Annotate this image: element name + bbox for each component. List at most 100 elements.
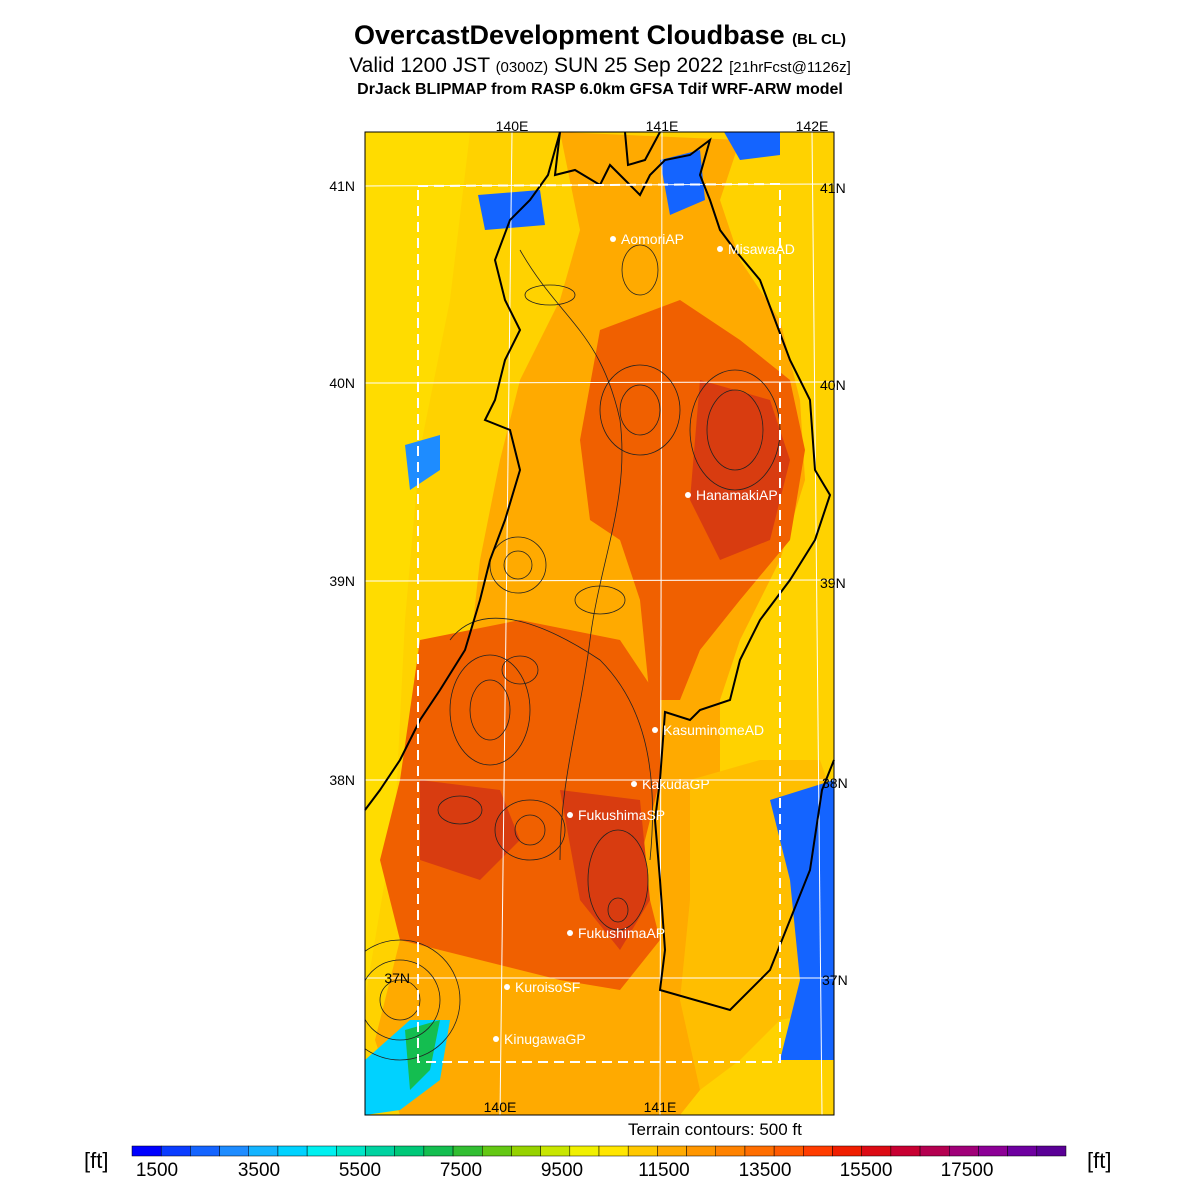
lat-label-right-37n: 37N [822, 972, 848, 988]
colorbar-label-11500: 11500 [638, 1160, 690, 1181]
lon-label-bottom-140e: 140E [484, 1099, 517, 1115]
lat-label-left-40n: 40N [329, 375, 355, 391]
colorbar-swatch [365, 1145, 395, 1157]
terrain-contour-note: Terrain contours: 500 ft [628, 1120, 802, 1139]
coastline-east [553, 131, 835, 1012]
colorbar-swatch [482, 1145, 512, 1157]
lon-label-bottom-141e: 141E [644, 1099, 677, 1115]
field-veryhigh-north [690, 380, 790, 560]
valid-date: SUN 25 Sep 2022 [553, 54, 724, 77]
colorbar-swatch [861, 1145, 892, 1157]
lat-label-left-39n: 39N [329, 573, 355, 589]
unit-label-right: [ft] [1087, 1148, 1112, 1173]
lat-label-left-38n: 38N [329, 772, 355, 788]
colorbar-label-5500: 5500 [338, 1160, 382, 1181]
title-text: OvercastDevelopment Cloudbase [353, 20, 785, 50]
colorbar-swatch [190, 1145, 220, 1157]
colorbar-swatch [832, 1145, 862, 1157]
lat-labels: 41N 40N 39N 38N 37N 41N 40N 39N 38N 37N [329, 178, 847, 988]
meridian-142e [811, 131, 823, 1116]
colorbar-swatch [569, 1145, 600, 1157]
lat-label-right-41n: 41N [820, 180, 846, 196]
parallel-39n [364, 579, 835, 582]
valid-zulu: (0300Z) [495, 59, 549, 76]
colorbar-swatch [773, 1145, 804, 1157]
map-title: OvercastDevelopment Cloudbase (BL CL) [0, 20, 1200, 51]
parallel-40n [364, 381, 835, 384]
meridian-141e [659, 131, 663, 1116]
colorbar-swatch [657, 1145, 687, 1157]
colorbar-label-17500: 17500 [940, 1160, 994, 1181]
colorbar-swatch [1036, 1145, 1067, 1157]
coastline-west [364, 131, 561, 811]
colorbar-swatch [715, 1145, 746, 1157]
field-low-ne [724, 132, 780, 160]
colorbar-swatch [949, 1145, 979, 1157]
station-fukushimasp: FukushimaSP [578, 807, 665, 823]
colorbar-label-1500: 1500 [135, 1160, 179, 1181]
unit-label-left: [ft] [84, 1148, 109, 1173]
colorbar-swatch [919, 1145, 950, 1157]
colorbar-swatch [394, 1145, 425, 1157]
colorbar-swatch [452, 1145, 483, 1157]
station-kakudagp: KakudaGP [642, 776, 710, 792]
station-kinugawagp: KinugawaGP [504, 1031, 586, 1047]
colorbar-swatch [160, 1145, 191, 1157]
field-west-ocean [365, 132, 470, 1000]
colorbar-swatch [744, 1145, 775, 1157]
station-hanamakiap: HanamakiAP [696, 487, 778, 503]
terrain-contours [365, 244, 781, 1061]
colorbar-swatch [219, 1145, 249, 1157]
field-layer [365, 132, 834, 1115]
valid-time-line: Valid 1200 JST (0300Z) SUN 25 Sep 2022 [… [0, 54, 1200, 78]
colorbar-label-15500: 15500 [839, 1160, 893, 1181]
station-kuroisosf: KuroisoSF [515, 979, 580, 995]
station-kasuminomead: KasuminomeAD [663, 722, 764, 738]
colorbar-label-7500: 7500 [439, 1160, 483, 1181]
colorbar-swatch [131, 1145, 162, 1157]
station-fukushimaap: FukushimaAP [578, 925, 665, 941]
station-misawaad: MisawaAD [728, 241, 795, 257]
valid-fcst: [21hrFcst@1126z] [729, 59, 851, 76]
colorbar-swatch [248, 1145, 279, 1157]
station-aomoriap: AomoriAP [621, 231, 684, 247]
colorbar-swatch [598, 1145, 629, 1157]
field-low-east [770, 780, 834, 1060]
coastline-mutsu-bay [624, 131, 661, 167]
lat-label-left-41n: 41N [329, 178, 355, 194]
inner-domain-boundary [417, 182, 781, 1063]
lon-label-top-142e: 142E [796, 118, 829, 134]
lat-label-right-38n: 38N [822, 775, 848, 791]
lat-label-right-40n: 40N [820, 377, 846, 393]
colorbar-swatch [336, 1145, 366, 1157]
colorbar-swatch [890, 1145, 921, 1157]
colorbar-swatch [306, 1145, 337, 1157]
lon-label-top-140e: 140E [496, 118, 529, 134]
field-veryhigh-southwest [420, 780, 520, 880]
colorbar-swatch [1007, 1145, 1038, 1157]
colorbar-label-3500: 3500 [237, 1160, 281, 1181]
colorbar-swatch [511, 1145, 541, 1157]
lat-label-left-37n: 37N [384, 970, 410, 986]
map-frame [364, 131, 835, 1116]
colorbar-swatch [423, 1145, 454, 1157]
meridian-140e [499, 131, 513, 1116]
stations: AomoriAP MisawaAD HanamakiAP KasuminomeA… [493, 231, 795, 1047]
title-tag: (BL CL) [792, 31, 847, 48]
colorbar-swatch [277, 1145, 308, 1157]
field-low-west [405, 435, 440, 490]
colorbar-label-13500: 13500 [738, 1160, 792, 1181]
lon-label-top-141e: 141E [646, 118, 679, 134]
model-subtitle: DrJack BLIPMAP from RASP 6.0km GFSA Tdif… [357, 81, 843, 98]
field-veryhigh-fukushima [560, 790, 650, 950]
colorbar-swatch [627, 1145, 658, 1157]
colorbar-swatch [686, 1145, 716, 1157]
colorbar-label-9500: 9500 [540, 1160, 584, 1181]
colorbar-swatch [803, 1145, 833, 1157]
colorbar-swatch [540, 1145, 571, 1157]
valid-main: Valid 1200 JST [349, 54, 490, 77]
colorbar-swatch [978, 1145, 1008, 1157]
field-low-mutsu [660, 150, 705, 215]
